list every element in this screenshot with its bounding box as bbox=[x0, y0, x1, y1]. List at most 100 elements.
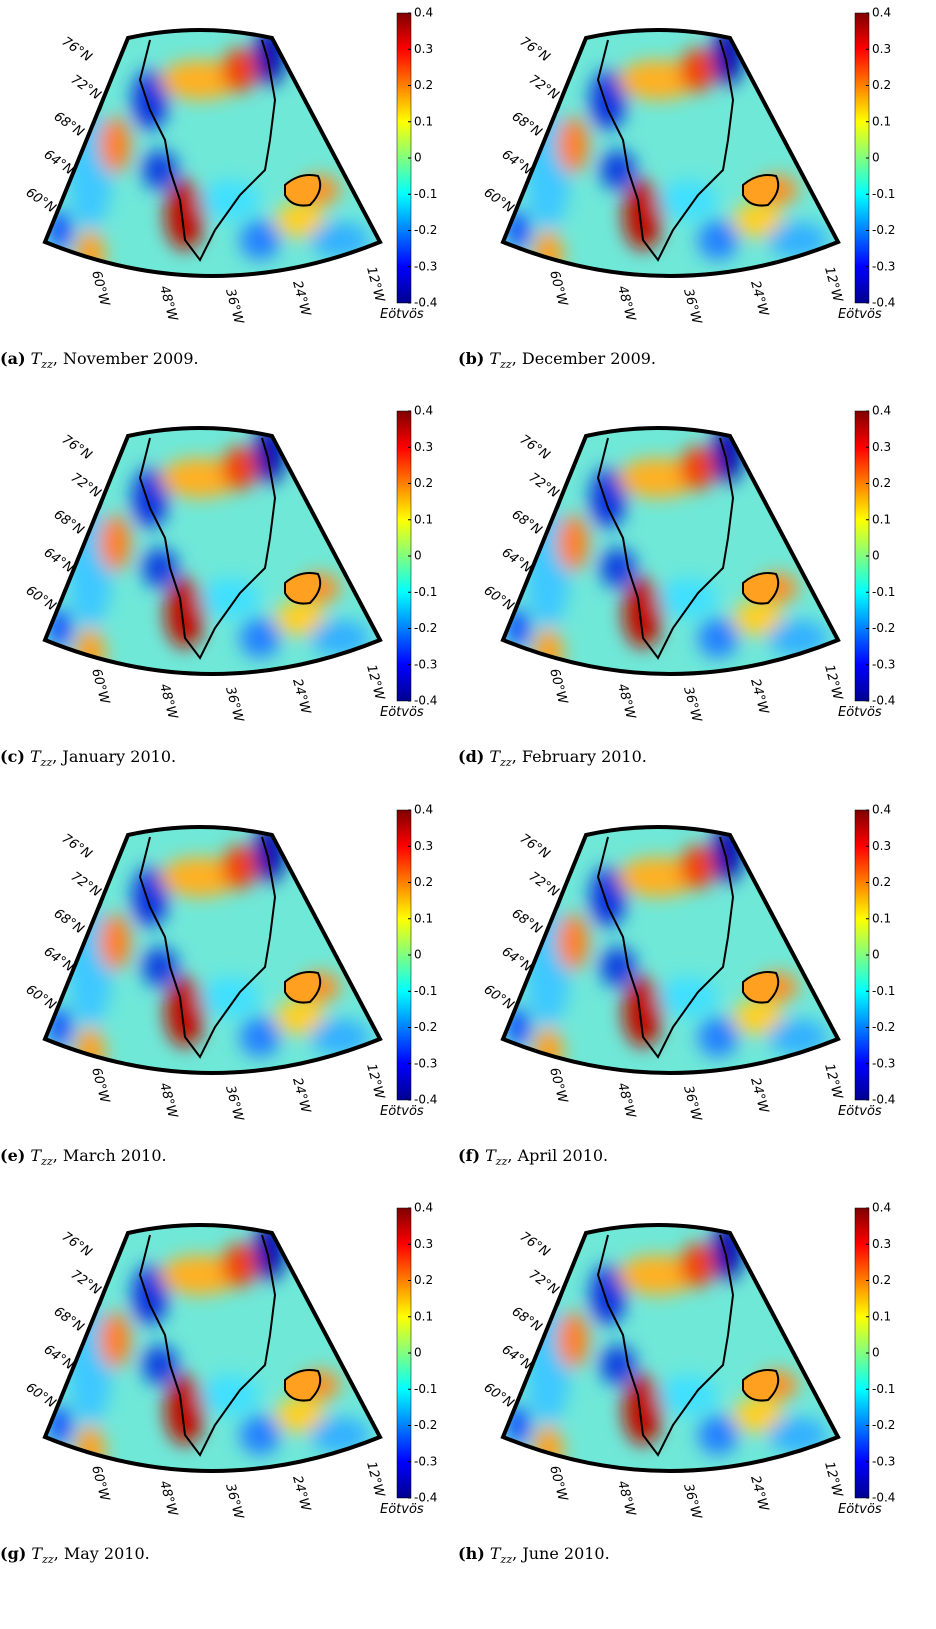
lon-label: 24°W bbox=[747, 1474, 771, 1514]
anomaly bbox=[600, 1345, 636, 1385]
colorbar-tick-label: 0.1 bbox=[414, 114, 433, 128]
map-frame bbox=[500, 426, 841, 676]
lat-label: 60°N bbox=[481, 1380, 517, 1411]
anomaly bbox=[142, 947, 178, 987]
lon-label: 36°W bbox=[222, 685, 246, 725]
caption: (b) Tzz, December 2009. bbox=[458, 349, 656, 371]
colorbar-tick-label: 0.1 bbox=[414, 911, 433, 925]
colorbar-tick-label: 0.1 bbox=[872, 114, 891, 128]
anomaly bbox=[618, 857, 698, 897]
panel: 76°N72°N68°N64°N60°N60°W 48°W 36°W 24°W 12°W… bbox=[0, 803, 437, 1169]
iceland bbox=[284, 572, 322, 605]
colorbar-tick-label: -0.2 bbox=[414, 1418, 437, 1432]
anomaly bbox=[698, 220, 738, 260]
colorbar-tick-label: -0.2 bbox=[872, 621, 895, 635]
lat-label: 60°N bbox=[23, 1380, 59, 1411]
lat-label: 76°N bbox=[517, 1229, 553, 1260]
colorbar-tick-label: 0.3 bbox=[414, 440, 433, 454]
lon-label: 24°W bbox=[747, 677, 771, 717]
colorbar-tick-label: 0.4 bbox=[414, 803, 433, 817]
map bbox=[503, 428, 838, 674]
anomaly bbox=[275, 999, 325, 1035]
colorbar-tick-label: -0.1 bbox=[414, 984, 437, 998]
colorbar-tick-label: -0.3 bbox=[414, 1454, 437, 1468]
coastline bbox=[138, 1234, 277, 1457]
lon-label: 24°W bbox=[289, 279, 313, 319]
anomaly bbox=[680, 48, 716, 92]
lon-label: 12°W bbox=[363, 1062, 387, 1102]
colorbar-unit: Eötvös bbox=[838, 1502, 882, 1517]
colorbar-tick-label: 0 bbox=[872, 151, 880, 165]
colorbar-tick-label: 0.3 bbox=[872, 839, 891, 853]
colorbar-tick-label: -0.2 bbox=[872, 1020, 895, 1034]
caption-label: (b) bbox=[458, 349, 484, 368]
colorbar-tick-label: 0.2 bbox=[414, 476, 433, 490]
anomaly bbox=[165, 578, 205, 648]
caption-symbol: T bbox=[30, 747, 42, 766]
anomaly bbox=[222, 1243, 258, 1287]
lon-label: 48°W bbox=[614, 1081, 638, 1121]
anomaly bbox=[600, 150, 636, 190]
map-frame bbox=[42, 28, 383, 278]
anomaly bbox=[658, 578, 718, 618]
anomaly bbox=[275, 202, 325, 238]
colorbar-tick-label: -0.3 bbox=[872, 657, 895, 671]
colorbar-tick-label: -0.3 bbox=[872, 259, 895, 273]
caption: (h) Tzz, June 2010. bbox=[458, 1544, 610, 1566]
lat-label: 68°N bbox=[509, 906, 545, 937]
lon-label: 48°W bbox=[614, 1479, 638, 1519]
caption-symbol: T bbox=[485, 1146, 497, 1165]
map bbox=[45, 428, 380, 674]
colorbar-tick-label: -0.4 bbox=[872, 1093, 895, 1107]
lat-label: 76°N bbox=[59, 831, 95, 862]
colorbar-tick-label: -0.2 bbox=[414, 1020, 437, 1034]
map-frame bbox=[500, 825, 841, 1075]
colorbar-tick-label: -0.2 bbox=[872, 1418, 895, 1432]
anomaly bbox=[240, 1415, 280, 1455]
map bbox=[503, 1225, 838, 1471]
anomaly bbox=[623, 1375, 663, 1445]
caption-subscript: zz bbox=[40, 1155, 53, 1168]
caption: (c) Tzz, January 2010. bbox=[0, 747, 176, 769]
coastline bbox=[596, 1234, 735, 1457]
lon-label: 60°W bbox=[546, 667, 570, 707]
colorbar-unit: Eötvös bbox=[838, 307, 882, 322]
lat-label: 68°N bbox=[51, 1304, 87, 1335]
lat-label: 76°N bbox=[59, 1229, 95, 1260]
caption-text: , February 2010. bbox=[512, 747, 647, 766]
colorbar-tick-label: 0 bbox=[414, 1346, 422, 1360]
anomaly bbox=[733, 202, 783, 238]
panel: 76°N72°N68°N64°N60°N60°W 48°W 36°W 24°W 12°W… bbox=[0, 1201, 437, 1567]
panel: 76°N72°N68°N64°N60°N60°W 48°W 36°W 24°W 12°W… bbox=[458, 1201, 895, 1567]
lat-label: 68°N bbox=[51, 906, 87, 937]
lat-label: 72°N bbox=[68, 1267, 104, 1298]
map-frame bbox=[500, 1223, 841, 1473]
colorbar-tick-label: 0.1 bbox=[872, 911, 891, 925]
anomaly bbox=[275, 600, 325, 636]
caption-text: , January 2010. bbox=[52, 747, 176, 766]
anomaly bbox=[200, 578, 260, 618]
anomaly bbox=[698, 618, 738, 658]
colorbar-tick-label: -0.3 bbox=[414, 1056, 437, 1070]
colorbar-tick-label: -0.4 bbox=[414, 1093, 437, 1107]
colorbar-tick-label: 0 bbox=[414, 948, 422, 962]
colorbar-tick-label: 0.2 bbox=[872, 1273, 891, 1287]
coastline bbox=[596, 39, 735, 262]
anomaly bbox=[680, 446, 716, 490]
colorbar-tick-label: -0.3 bbox=[414, 657, 437, 671]
panel: 76°N72°N68°N64°N60°N60°W 48°W 36°W 24°W 12°W… bbox=[458, 404, 895, 770]
lon-label: 24°W bbox=[747, 1076, 771, 1116]
lon-label: 12°W bbox=[363, 1460, 387, 1500]
colorbar-tick-label: -0.1 bbox=[414, 1382, 437, 1396]
coastline bbox=[138, 437, 277, 660]
lat-label: 76°N bbox=[517, 831, 553, 862]
colorbar-tick-label: 0 bbox=[414, 549, 422, 563]
caption-label: (h) bbox=[458, 1544, 485, 1563]
anomaly bbox=[99, 914, 131, 970]
lat-label: 60°N bbox=[23, 583, 59, 614]
anomaly bbox=[623, 180, 663, 250]
colorbar-tick-label: 0.4 bbox=[872, 803, 891, 817]
lat-label: 72°N bbox=[68, 869, 104, 900]
anomaly bbox=[658, 1375, 718, 1415]
